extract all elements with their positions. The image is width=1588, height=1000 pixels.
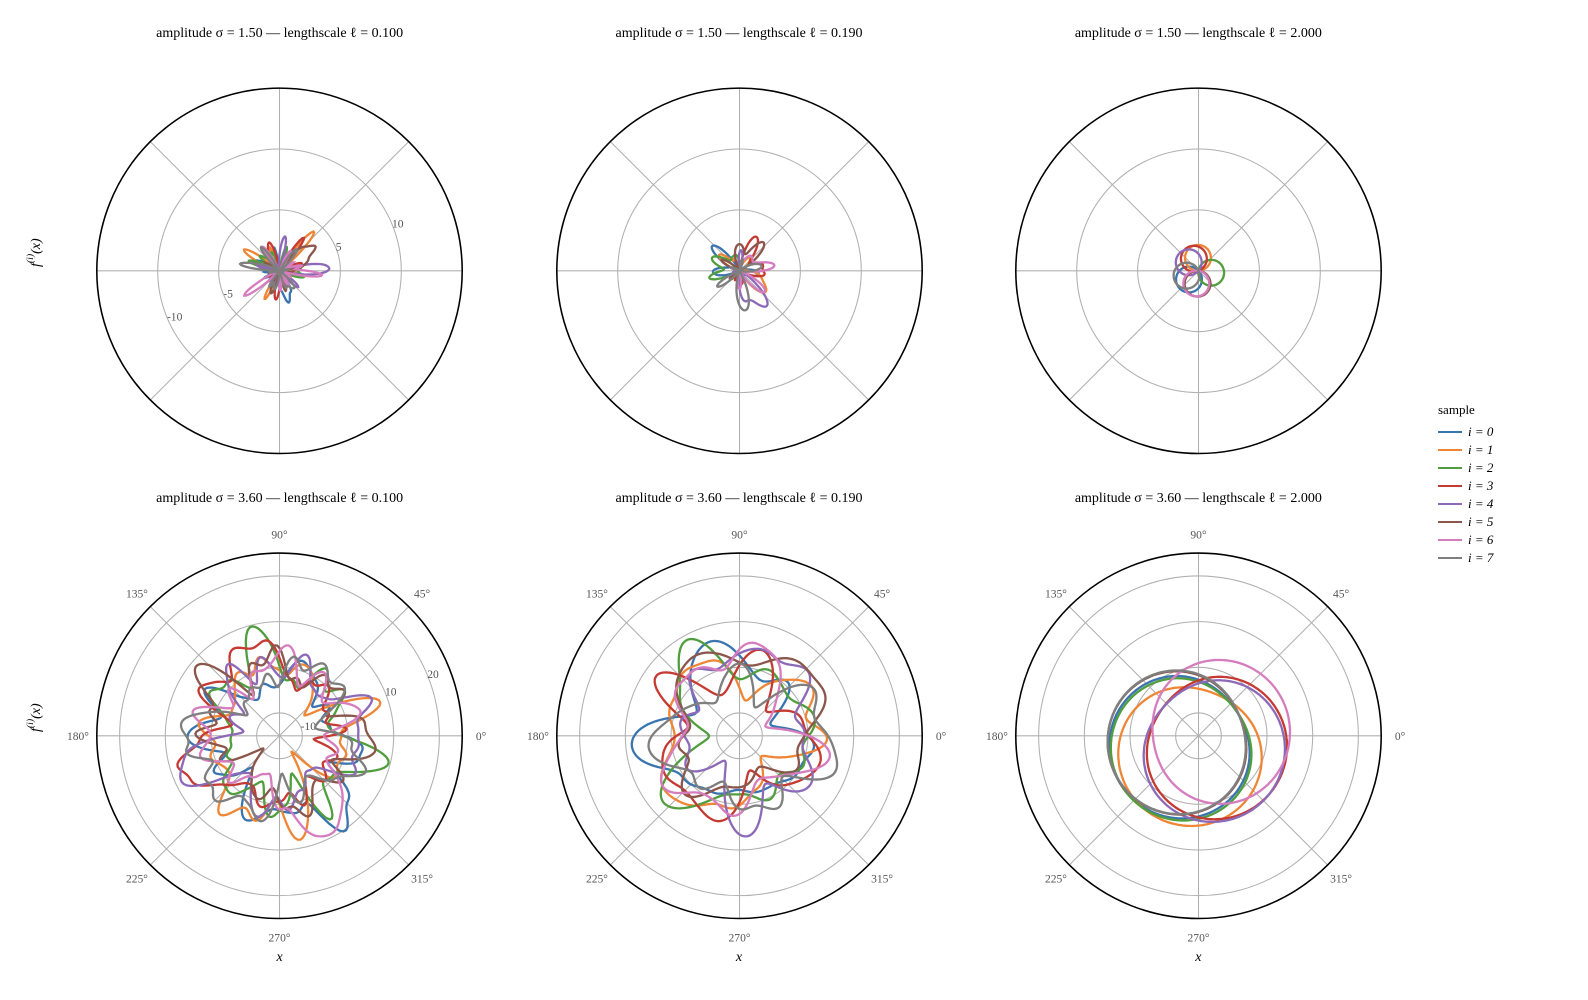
figure: f(i)(x) f(i)(x) sample i = 0i = 1i = 2i … <box>20 20 1568 980</box>
xlabel-1: x <box>509 950 968 980</box>
xlabel-2: x <box>969 950 1428 980</box>
svg-text:45°: 45° <box>873 588 890 600</box>
legend-item-5: i = 5 <box>1438 514 1568 530</box>
svg-text:-10: -10 <box>301 721 317 733</box>
svg-text:45°: 45° <box>414 588 431 600</box>
polar-plot-3: -10 10 20 0° 45° 90° 135° 180° 225° 270° 315° <box>38 509 521 950</box>
svg-text:90°: 90° <box>731 529 748 541</box>
legend-swatch-5 <box>1438 521 1462 523</box>
svg-text:90°: 90° <box>272 529 289 541</box>
panel-title-3: amplitude σ = 3.60 — lengthscale ℓ = 0.1… <box>156 491 403 507</box>
polar-plot-5: 0° 45° 90° 135° 180° 225° 270° 315° <box>957 509 1440 950</box>
svg-text:315°: 315° <box>1330 874 1352 886</box>
svg-text:270°: 270° <box>269 933 291 945</box>
legend-label-1: i = 1 <box>1468 442 1493 458</box>
legend-label-3: i = 3 <box>1468 478 1493 494</box>
legend-label-5: i = 5 <box>1468 514 1493 530</box>
legend-label-4: i = 4 <box>1468 496 1493 512</box>
legend-item-3: i = 3 <box>1438 478 1568 494</box>
panel-title-0: amplitude σ = 1.50 — lengthscale ℓ = 0.1… <box>156 26 403 42</box>
legend-item-6: i = 6 <box>1438 532 1568 548</box>
svg-text:5: 5 <box>336 242 342 254</box>
legend-label-6: i = 6 <box>1468 532 1493 548</box>
legend-swatch-3 <box>1438 485 1462 487</box>
svg-text:315°: 315° <box>871 874 893 886</box>
panel-4: amplitude σ = 3.60 — lengthscale ℓ = 0.1… <box>509 485 968 950</box>
legend-swatch-2 <box>1438 467 1462 469</box>
svg-text:315°: 315° <box>411 874 433 886</box>
xlabel-row: x x x <box>20 950 1568 980</box>
panel-title-4: amplitude σ = 3.60 — lengthscale ℓ = 0.1… <box>615 491 862 507</box>
svg-text:180°: 180° <box>67 731 89 743</box>
legend-label-0: i = 0 <box>1468 424 1493 440</box>
legend-swatch-4 <box>1438 503 1462 505</box>
legend-swatch-0 <box>1438 431 1462 433</box>
legend-item-4: i = 4 <box>1438 496 1568 512</box>
svg-text:0°: 0° <box>1395 731 1406 743</box>
legend: sample i = 0 i = 1 i = 2 i = 3 i = 4 i = 5 i =… <box>1428 20 1568 950</box>
panel-2: amplitude σ = 1.50 — lengthscale ℓ = 2.0… <box>969 20 1428 485</box>
panel-title-5: amplitude σ = 3.60 — lengthscale ℓ = 2.0… <box>1075 491 1322 507</box>
svg-text:135°: 135° <box>126 588 148 600</box>
svg-text:0°: 0° <box>476 731 487 743</box>
panel-1: amplitude σ = 1.50 — lengthscale ℓ = 0.1… <box>509 20 968 485</box>
svg-text:270°: 270° <box>728 933 750 945</box>
panel-0: amplitude σ = 1.50 — lengthscale ℓ = 0.1… <box>50 20 509 485</box>
polar-plot-1 <box>498 44 981 485</box>
legend-item-7: i = 7 <box>1438 550 1568 566</box>
polar-plot-2 <box>957 44 1440 485</box>
svg-text:10: 10 <box>392 218 404 230</box>
xlabel-0: x <box>50 950 509 980</box>
legend-title: sample <box>1438 402 1568 418</box>
legend-item-0: i = 0 <box>1438 424 1568 440</box>
svg-text:20: 20 <box>427 669 439 681</box>
legend-item-1: i = 1 <box>1438 442 1568 458</box>
svg-text:225°: 225° <box>585 874 607 886</box>
svg-text:0°: 0° <box>935 731 946 743</box>
legend-item-2: i = 2 <box>1438 460 1568 476</box>
panel-5: amplitude σ = 3.60 — lengthscale ℓ = 2.0… <box>969 485 1428 950</box>
svg-text:45°: 45° <box>1333 588 1350 600</box>
svg-text:180°: 180° <box>526 731 548 743</box>
svg-text:90°: 90° <box>1190 529 1207 541</box>
svg-text:10: 10 <box>385 686 397 698</box>
panel-3: amplitude σ = 3.60 — lengthscale ℓ = 0.1… <box>50 485 509 950</box>
legend-swatch-7 <box>1438 557 1462 559</box>
legend-label-7: i = 7 <box>1468 550 1493 566</box>
polar-plot-0: -10-5510 <box>38 44 521 485</box>
svg-text:270°: 270° <box>1187 933 1209 945</box>
legend-swatch-1 <box>1438 449 1462 451</box>
legend-swatch-6 <box>1438 539 1462 541</box>
panel-title-2: amplitude σ = 1.50 — lengthscale ℓ = 2.0… <box>1075 26 1322 42</box>
panel-title-1: amplitude σ = 1.50 — lengthscale ℓ = 0.1… <box>615 26 862 42</box>
polar-plot-4: 0° 45° 90° 135° 180° 225° 270° 315° <box>498 509 981 950</box>
svg-text:180°: 180° <box>986 731 1008 743</box>
svg-text:135°: 135° <box>1045 588 1067 600</box>
legend-label-2: i = 2 <box>1468 460 1493 476</box>
svg-text:225°: 225° <box>126 874 148 886</box>
svg-text:135°: 135° <box>585 588 607 600</box>
svg-text:225°: 225° <box>1045 874 1067 886</box>
